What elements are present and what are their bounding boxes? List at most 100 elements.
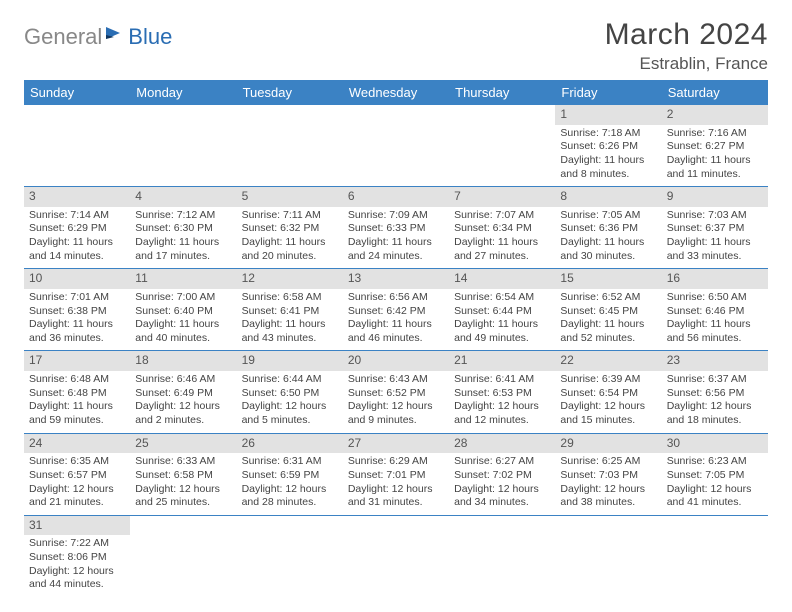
sunrise-text: Sunrise: 6:58 AM <box>242 291 338 305</box>
sunset-text: Sunset: 6:37 PM <box>667 222 763 236</box>
calendar-day-cell: 15Sunrise: 6:52 AMSunset: 6:45 PMDayligh… <box>555 269 661 351</box>
day-number: 25 <box>130 434 236 454</box>
sunrise-text: Sunrise: 7:12 AM <box>135 209 231 223</box>
sunrise-text: Sunrise: 6:23 AM <box>667 455 763 469</box>
calendar-day-cell: 30Sunrise: 6:23 AMSunset: 7:05 PMDayligh… <box>662 433 768 515</box>
daylight-text: Daylight: 11 hours and 36 minutes. <box>29 318 125 345</box>
sunrise-text: Sunrise: 6:29 AM <box>348 455 444 469</box>
sunset-text: Sunset: 7:05 PM <box>667 469 763 483</box>
daylight-text: Daylight: 11 hours and 43 minutes. <box>242 318 338 345</box>
calendar-day-cell: 25Sunrise: 6:33 AMSunset: 6:58 PMDayligh… <box>130 433 236 515</box>
brand-part1: General <box>24 24 102 50</box>
day-number: 22 <box>555 351 661 371</box>
sunset-text: Sunset: 6:56 PM <box>667 387 763 401</box>
sunrise-text: Sunrise: 7:16 AM <box>667 127 763 141</box>
sunrise-text: Sunrise: 6:46 AM <box>135 373 231 387</box>
sunrise-text: Sunrise: 6:54 AM <box>454 291 550 305</box>
sunrise-text: Sunrise: 6:33 AM <box>135 455 231 469</box>
brand-logo: General Blue <box>24 24 172 50</box>
calendar-day-cell: 1Sunrise: 7:18 AMSunset: 6:26 PMDaylight… <box>555 105 661 187</box>
sunrise-text: Sunrise: 6:56 AM <box>348 291 444 305</box>
sunset-text: Sunset: 7:02 PM <box>454 469 550 483</box>
sunrise-text: Sunrise: 7:03 AM <box>667 209 763 223</box>
sunset-text: Sunset: 6:40 PM <box>135 305 231 319</box>
daylight-text: Daylight: 11 hours and 40 minutes. <box>135 318 231 345</box>
day-number: 31 <box>24 516 130 536</box>
calendar-empty-cell <box>130 105 236 187</box>
day-number: 5 <box>237 187 343 207</box>
sunrise-text: Sunrise: 7:22 AM <box>29 537 125 551</box>
day-number: 13 <box>343 269 449 289</box>
sunrise-text: Sunrise: 7:11 AM <box>242 209 338 223</box>
sunset-text: Sunset: 6:34 PM <box>454 222 550 236</box>
sunrise-text: Sunrise: 6:41 AM <box>454 373 550 387</box>
calendar-day-cell: 6Sunrise: 7:09 AMSunset: 6:33 PMDaylight… <box>343 187 449 269</box>
sunset-text: Sunset: 6:50 PM <box>242 387 338 401</box>
sunrise-text: Sunrise: 7:01 AM <box>29 291 125 305</box>
day-number: 9 <box>662 187 768 207</box>
sunset-text: Sunset: 6:32 PM <box>242 222 338 236</box>
day-number: 1 <box>555 105 661 125</box>
calendar-empty-cell <box>237 515 343 597</box>
day-number: 10 <box>24 269 130 289</box>
day-number: 2 <box>662 105 768 125</box>
day-number: 11 <box>130 269 236 289</box>
calendar-body: 1Sunrise: 7:18 AMSunset: 6:26 PMDaylight… <box>24 105 768 597</box>
daylight-text: Daylight: 11 hours and 24 minutes. <box>348 236 444 263</box>
daylight-text: Daylight: 12 hours and 2 minutes. <box>135 400 231 427</box>
calendar-day-cell: 13Sunrise: 6:56 AMSunset: 6:42 PMDayligh… <box>343 269 449 351</box>
day-number: 14 <box>449 269 555 289</box>
daylight-text: Daylight: 11 hours and 59 minutes. <box>29 400 125 427</box>
month-title: March 2024 <box>605 18 768 52</box>
sunrise-text: Sunrise: 6:31 AM <box>242 455 338 469</box>
calendar-week-row: 1Sunrise: 7:18 AMSunset: 6:26 PMDaylight… <box>24 105 768 187</box>
calendar-empty-cell <box>343 515 449 597</box>
calendar-week-row: 24Sunrise: 6:35 AMSunset: 6:57 PMDayligh… <box>24 433 768 515</box>
sunrise-text: Sunrise: 7:05 AM <box>560 209 656 223</box>
day-number: 18 <box>130 351 236 371</box>
sunset-text: Sunset: 6:36 PM <box>560 222 656 236</box>
day-number: 16 <box>662 269 768 289</box>
daylight-text: Daylight: 11 hours and 52 minutes. <box>560 318 656 345</box>
calendar-day-cell: 3Sunrise: 7:14 AMSunset: 6:29 PMDaylight… <box>24 187 130 269</box>
day-number: 19 <box>237 351 343 371</box>
calendar-week-row: 10Sunrise: 7:01 AMSunset: 6:38 PMDayligh… <box>24 269 768 351</box>
calendar-empty-cell <box>24 105 130 187</box>
daylight-text: Daylight: 12 hours and 34 minutes. <box>454 483 550 510</box>
day-number: 20 <box>343 351 449 371</box>
calendar-day-cell: 21Sunrise: 6:41 AMSunset: 6:53 PMDayligh… <box>449 351 555 433</box>
daylight-text: Daylight: 12 hours and 18 minutes. <box>667 400 763 427</box>
day-number: 27 <box>343 434 449 454</box>
calendar-day-cell: 23Sunrise: 6:37 AMSunset: 6:56 PMDayligh… <box>662 351 768 433</box>
daylight-text: Daylight: 11 hours and 30 minutes. <box>560 236 656 263</box>
day-number: 24 <box>24 434 130 454</box>
sunrise-text: Sunrise: 6:35 AM <box>29 455 125 469</box>
day-number: 4 <box>130 187 236 207</box>
sunrise-text: Sunrise: 6:44 AM <box>242 373 338 387</box>
sunset-text: Sunset: 6:46 PM <box>667 305 763 319</box>
daylight-text: Daylight: 11 hours and 11 minutes. <box>667 154 763 181</box>
sunrise-text: Sunrise: 7:18 AM <box>560 127 656 141</box>
daylight-text: Daylight: 12 hours and 28 minutes. <box>242 483 338 510</box>
calendar-day-cell: 19Sunrise: 6:44 AMSunset: 6:50 PMDayligh… <box>237 351 343 433</box>
flag-icon <box>106 25 126 41</box>
day-number: 7 <box>449 187 555 207</box>
daylight-text: Daylight: 11 hours and 8 minutes. <box>560 154 656 181</box>
calendar-week-row: 31Sunrise: 7:22 AMSunset: 8:06 PMDayligh… <box>24 515 768 597</box>
daylight-text: Daylight: 12 hours and 15 minutes. <box>560 400 656 427</box>
sunset-text: Sunset: 6:58 PM <box>135 469 231 483</box>
sunset-text: Sunset: 8:06 PM <box>29 551 125 565</box>
sunrise-text: Sunrise: 6:25 AM <box>560 455 656 469</box>
sunset-text: Sunset: 6:49 PM <box>135 387 231 401</box>
day-number: 3 <box>24 187 130 207</box>
day-number: 8 <box>555 187 661 207</box>
daylight-text: Daylight: 12 hours and 31 minutes. <box>348 483 444 510</box>
day-number: 6 <box>343 187 449 207</box>
day-number: 30 <box>662 434 768 454</box>
calendar-day-cell: 14Sunrise: 6:54 AMSunset: 6:44 PMDayligh… <box>449 269 555 351</box>
sunrise-text: Sunrise: 6:52 AM <box>560 291 656 305</box>
calendar-empty-cell <box>449 105 555 187</box>
sunrise-text: Sunrise: 6:27 AM <box>454 455 550 469</box>
day-number: 17 <box>24 351 130 371</box>
day-number: 29 <box>555 434 661 454</box>
